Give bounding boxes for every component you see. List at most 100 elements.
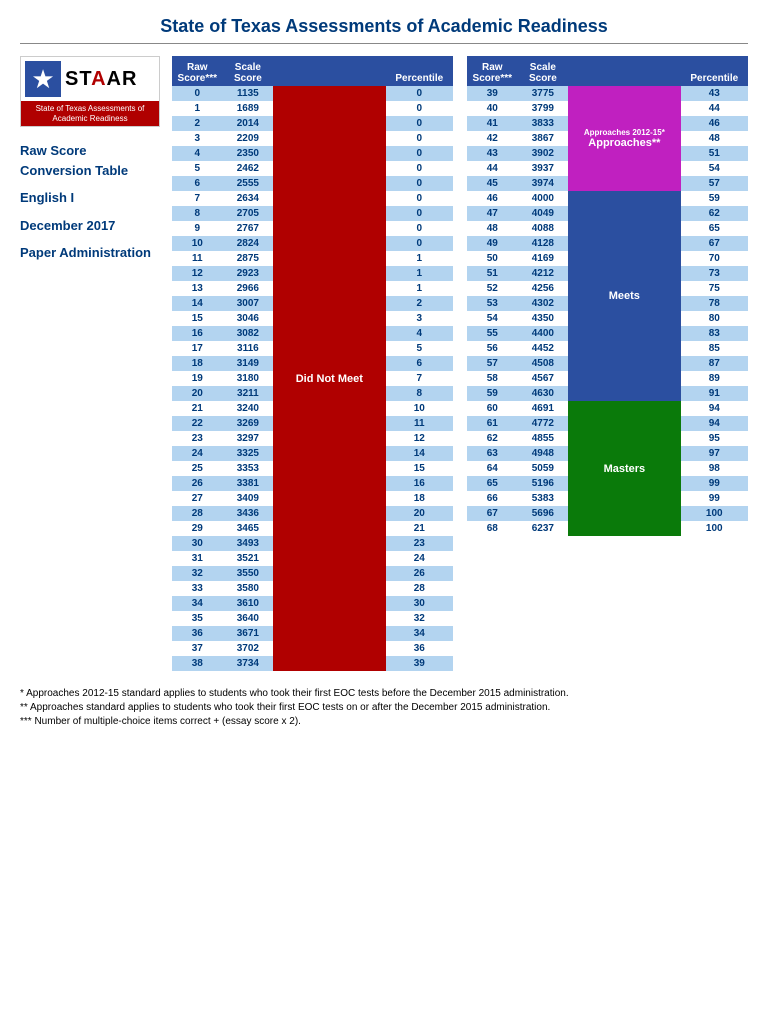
cell-scale: 3149 bbox=[223, 356, 274, 371]
cell-scale: 3640 bbox=[223, 611, 274, 626]
cell-raw: 52 bbox=[467, 281, 518, 296]
col-category bbox=[568, 56, 680, 86]
cell-pct: 7 bbox=[386, 371, 453, 386]
cell-raw: 55 bbox=[467, 326, 518, 341]
cell-scale: 2350 bbox=[223, 146, 274, 161]
cell-pct: 26 bbox=[386, 566, 453, 581]
category-cell-masters: Masters bbox=[568, 401, 680, 536]
cell-raw: 13 bbox=[172, 281, 223, 296]
cell-raw: 32 bbox=[172, 566, 223, 581]
table-row: 393775Approaches 2012-15*Approaches**43 bbox=[467, 86, 748, 101]
cell-raw: 12 bbox=[172, 266, 223, 281]
cell-pct: 48 bbox=[681, 131, 748, 146]
cell-pct: 91 bbox=[681, 386, 748, 401]
cell-pct: 85 bbox=[681, 341, 748, 356]
cell-scale: 3702 bbox=[223, 641, 274, 656]
cell-raw: 54 bbox=[467, 311, 518, 326]
cell-raw: 7 bbox=[172, 191, 223, 206]
cell-pct: 6 bbox=[386, 356, 453, 371]
cell-raw: 5 bbox=[172, 161, 223, 176]
cell-raw: 37 bbox=[172, 641, 223, 656]
cell-raw: 31 bbox=[172, 551, 223, 566]
cell-raw: 20 bbox=[172, 386, 223, 401]
cell-pct: 89 bbox=[681, 371, 748, 386]
cell-scale: 4452 bbox=[518, 341, 569, 356]
sidebar-line-3: December 2017 bbox=[20, 216, 160, 236]
cell-raw: 43 bbox=[467, 146, 518, 161]
cell-pct: 73 bbox=[681, 266, 748, 281]
cell-raw: 18 bbox=[172, 356, 223, 371]
cell-raw: 26 bbox=[172, 476, 223, 491]
page-title: State of Texas Assessments of Academic R… bbox=[20, 10, 748, 44]
cell-scale: 3902 bbox=[518, 146, 569, 161]
table-row: 604691Masters94 bbox=[467, 401, 748, 416]
cell-raw: 50 bbox=[467, 251, 518, 266]
cell-scale: 4567 bbox=[518, 371, 569, 386]
cell-raw: 47 bbox=[467, 206, 518, 221]
cell-pct: 75 bbox=[681, 281, 748, 296]
cell-raw: 6 bbox=[172, 176, 223, 191]
cell-scale: 3610 bbox=[223, 596, 274, 611]
cell-scale: 4088 bbox=[518, 221, 569, 236]
cell-scale: 3580 bbox=[223, 581, 274, 596]
cell-pct: 15 bbox=[386, 461, 453, 476]
cell-raw: 67 bbox=[467, 506, 518, 521]
cell-scale: 2875 bbox=[223, 251, 274, 266]
cell-raw: 38 bbox=[172, 656, 223, 671]
cell-scale: 2824 bbox=[223, 236, 274, 251]
cell-raw: 35 bbox=[172, 611, 223, 626]
cell-pct: 59 bbox=[681, 191, 748, 206]
cell-raw: 45 bbox=[467, 176, 518, 191]
cell-pct: 10 bbox=[386, 401, 453, 416]
cell-scale: 2705 bbox=[223, 206, 274, 221]
cell-scale: 4772 bbox=[518, 416, 569, 431]
cell-scale: 5196 bbox=[518, 476, 569, 491]
cell-scale: 3325 bbox=[223, 446, 274, 461]
cell-scale: 4400 bbox=[518, 326, 569, 341]
cell-pct: 65 bbox=[681, 221, 748, 236]
cell-pct: 100 bbox=[681, 506, 748, 521]
category-cell-dnm: Did Not Meet bbox=[273, 86, 385, 671]
cell-pct: 8 bbox=[386, 386, 453, 401]
cell-scale: 4256 bbox=[518, 281, 569, 296]
cell-pct: 18 bbox=[386, 491, 453, 506]
cell-pct: 0 bbox=[386, 161, 453, 176]
col-raw: Raw Score*** bbox=[467, 56, 518, 86]
cell-scale: 3297 bbox=[223, 431, 274, 446]
col-pct: Percentile bbox=[681, 56, 748, 86]
cell-scale: 3521 bbox=[223, 551, 274, 566]
cell-raw: 28 bbox=[172, 506, 223, 521]
cell-raw: 22 bbox=[172, 416, 223, 431]
footnotes: * Approaches 2012-15 standard applies to… bbox=[20, 687, 748, 729]
cell-pct: 51 bbox=[681, 146, 748, 161]
cell-pct: 4 bbox=[386, 326, 453, 341]
cell-scale: 3775 bbox=[518, 86, 569, 101]
cell-scale: 2966 bbox=[223, 281, 274, 296]
cell-raw: 8 bbox=[172, 206, 223, 221]
cell-raw: 21 bbox=[172, 401, 223, 416]
logo-subtitle: State of Texas Assessments of Academic R… bbox=[21, 101, 159, 126]
col-raw: Raw Score*** bbox=[172, 56, 223, 86]
cell-pct: 0 bbox=[386, 131, 453, 146]
cell-pct: 99 bbox=[681, 491, 748, 506]
cell-pct: 46 bbox=[681, 116, 748, 131]
footnote-3: *** Number of multiple-choice items corr… bbox=[20, 715, 748, 729]
cell-raw: 23 bbox=[172, 431, 223, 446]
cell-raw: 57 bbox=[467, 356, 518, 371]
cell-scale: 3436 bbox=[223, 506, 274, 521]
cell-scale: 3046 bbox=[223, 311, 274, 326]
cell-scale: 4508 bbox=[518, 356, 569, 371]
cell-raw: 27 bbox=[172, 491, 223, 506]
cell-raw: 30 bbox=[172, 536, 223, 551]
cell-scale: 4691 bbox=[518, 401, 569, 416]
col-pct: Percentile bbox=[386, 56, 453, 86]
cell-pct: 34 bbox=[386, 626, 453, 641]
cell-raw: 11 bbox=[172, 251, 223, 266]
cell-scale: 3353 bbox=[223, 461, 274, 476]
cell-scale: 3116 bbox=[223, 341, 274, 356]
cell-scale: 2555 bbox=[223, 176, 274, 191]
cell-pct: 78 bbox=[681, 296, 748, 311]
cell-scale: 3734 bbox=[223, 656, 274, 671]
cell-raw: 34 bbox=[172, 596, 223, 611]
cell-pct: 2 bbox=[386, 296, 453, 311]
